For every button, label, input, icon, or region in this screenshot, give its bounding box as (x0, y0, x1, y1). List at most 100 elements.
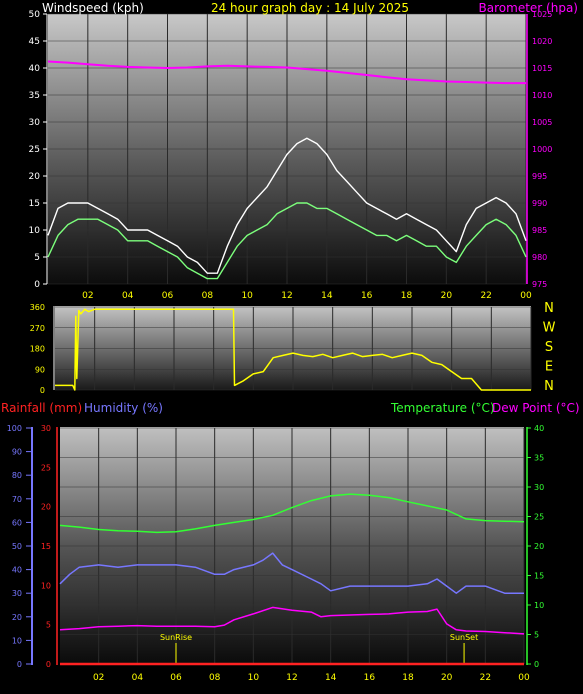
wind-line (47, 202, 527, 280)
wind-x-tick-label: 04 (122, 291, 134, 301)
temp-x-tick-label: 00 (518, 673, 530, 683)
direction-y-tick-label: 360 (30, 303, 45, 312)
gust-line (47, 137, 527, 274)
rainfall-tick-label: 25 (41, 463, 51, 472)
wind-x-tick-label: 16 (361, 291, 373, 301)
humidity-tick-label: 10 (12, 636, 22, 645)
direction-y-tick-label: 180 (30, 345, 45, 354)
humidity-tick-label: 60 (12, 518, 22, 527)
wind-series (47, 60, 527, 280)
direction-series (55, 308, 531, 391)
wind-y-tick-labels: 0 5 10 15 20 25 30 35 40 45 50 (29, 10, 47, 290)
humidity-tick-label: 30 (12, 589, 22, 598)
humidity-tick-label: 20 (12, 613, 22, 622)
rainfall-tick-label: 0 (46, 660, 51, 669)
temp-x-tick-label: 12 (286, 673, 297, 683)
wind-x-tick-label: 02 (82, 291, 93, 301)
temp-x-tick-label: 22 (480, 673, 491, 683)
temp-x-tick-label: 18 (402, 673, 414, 683)
humidity-tick-label: 50 (12, 542, 22, 551)
rainfall-tick-label: 20 (41, 503, 51, 512)
wind-x-tick-label: 12 (281, 291, 292, 301)
wind-y-tick-label: 0 (34, 280, 40, 290)
temp-x-tick-label: 10 (248, 673, 260, 683)
temp-x-tick-label: 04 (132, 673, 144, 683)
barometer-y-tick-label: 1020 (532, 37, 552, 46)
wind-x-tick-label: 10 (241, 291, 253, 301)
direction-y-tick-label: 270 (30, 324, 45, 333)
sun-annotations: SunRise SunSet (160, 633, 478, 664)
wind-y-tick-label: 15 (29, 199, 40, 209)
temperature-tick-label: 35 (534, 454, 544, 463)
wind-x-tick-labels: 02 04 06 08 10 12 14 16 18 20 22 00 (82, 291, 532, 301)
wind-x-tick-label: 08 (202, 291, 214, 301)
compass-label: W (543, 321, 556, 336)
compass-label: N (544, 379, 554, 394)
compass-label: N (544, 301, 554, 316)
humidity-tick-label: 80 (12, 471, 22, 480)
temp-gridlines (60, 427, 525, 665)
temp-x-tick-label: 02 (93, 673, 104, 683)
barometer-y-tick-label: 1005 (532, 118, 552, 127)
temperature-tick-label: 5 (534, 631, 539, 640)
humidity-line (59, 552, 524, 594)
wind-x-tick-label: 20 (441, 291, 453, 301)
wind-y-tick-label: 25 (29, 145, 40, 155)
rainfall-tick-label: 10 (41, 581, 51, 590)
wind-gridlines (48, 13, 527, 285)
humidity-tick-label: 70 (12, 495, 22, 504)
dewpoint-axis-title: Dew Point (°C) (492, 401, 580, 415)
wind-y-tick-label: 10 (29, 226, 41, 236)
barometer-y-tick-label: 985 (532, 226, 547, 235)
wind-y-tick-label: 40 (29, 64, 41, 74)
barometer-y-tick-label: 995 (532, 172, 547, 181)
temperature-y-tick-labels: 0 5 10 15 20 25 30 35 40 (527, 424, 544, 669)
temp-x-tick-label: 14 (325, 673, 337, 683)
barometer-axis-title: Barometer (hpa) (479, 1, 578, 15)
sun-marker-label: SunRise (160, 633, 192, 642)
wind-x-tick-label: 06 (162, 291, 174, 301)
rainfall-tick-label: 30 (41, 424, 51, 433)
temp-x-tick-label: 20 (441, 673, 453, 683)
wind-y-tick-label: 5 (34, 253, 40, 263)
wind-y-tick-label: 50 (29, 10, 41, 20)
barometer-y-tick-labels: 975 980 985 990 995 1000 1005 1010 1015 1020 1025 (532, 10, 552, 289)
temp-x-tick-labels: 02 04 06 08 10 12 14 16 18 20 22 00 (93, 673, 530, 683)
temp-series (59, 493, 525, 666)
rainfall-tick-label: 5 (46, 621, 51, 630)
dewpoint-line (59, 606, 525, 635)
temperature-tick-label: 15 (534, 572, 544, 581)
barometer-y-tick-label: 990 (532, 199, 547, 208)
rainfall-y-tick-labels: 0 5 10 15 20 25 30 (41, 424, 51, 669)
barometer-y-tick-label: 980 (532, 253, 547, 262)
compass-label: S (545, 340, 553, 355)
humidity-tick-label: 100 (7, 424, 22, 433)
graph-title: 24 hour graph day : 14 July 2025 (211, 1, 409, 15)
humidity-tick-label: 0 (17, 660, 22, 669)
humidity-axis-title: Humidity (%) (84, 401, 163, 415)
direction-gridlines (55, 306, 532, 391)
temp-x-tick-label: 06 (170, 673, 182, 683)
humidity-tick-label: 90 (12, 448, 22, 457)
temperature-tick-label: 25 (534, 513, 544, 522)
barometer-y-tick-label: 1015 (532, 64, 552, 73)
barometer-y-tick-label: 1000 (532, 145, 552, 154)
wind-x-tick-label: 00 (520, 291, 532, 301)
rainfall-axis-title: Rainfall (mm) (1, 401, 82, 415)
barometer-y-tick-label: 1010 (532, 91, 552, 100)
wind-y-tick-label: 20 (29, 172, 41, 182)
barometer-y-tick-label: 1025 (532, 10, 552, 19)
humidity-tick-label: 40 (12, 566, 22, 575)
sun-marker-label: SunSet (450, 633, 478, 642)
wind-x-tick-label: 14 (321, 291, 333, 301)
temperature-tick-label: 40 (534, 424, 544, 433)
temperature-tick-label: 0 (534, 660, 539, 669)
direction-line (55, 308, 531, 391)
barometer-y-tick-label: 975 (532, 280, 547, 289)
temperature-tick-label: 20 (534, 542, 544, 551)
temp-x-tick-label: 16 (364, 673, 376, 683)
compass-label: E (545, 360, 553, 375)
temperature-axis-title: Temperature (°C) (390, 401, 495, 415)
wind-y-tick-label: 30 (29, 118, 41, 128)
